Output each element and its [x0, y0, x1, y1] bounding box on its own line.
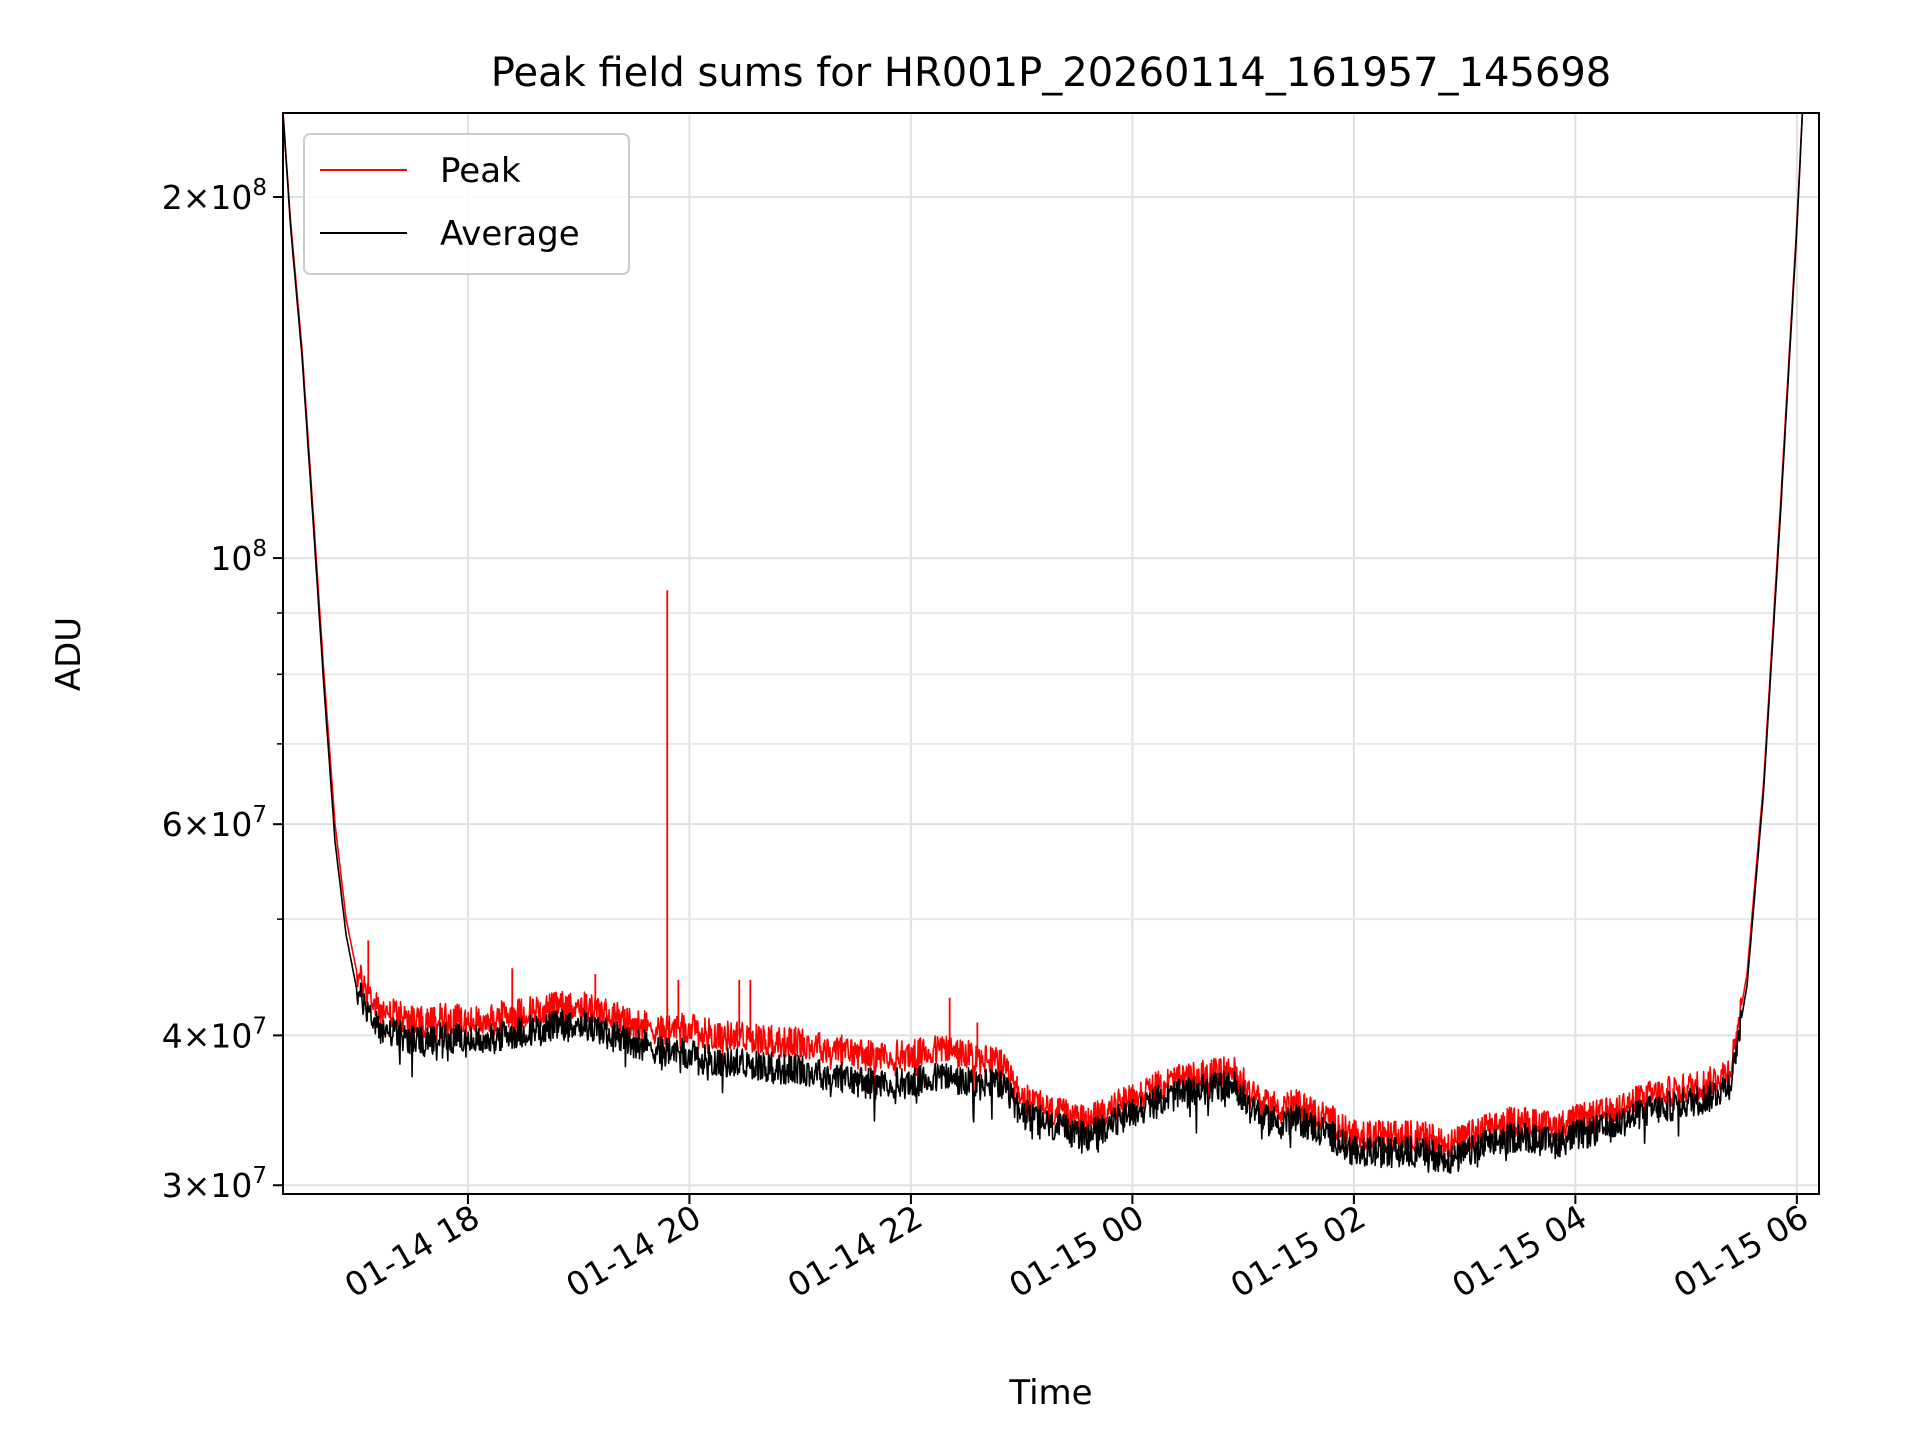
series-line-average	[283, 113, 1804, 1174]
x-tick-label: 01-15 00	[1002, 1197, 1150, 1305]
legend: Peak Average	[303, 133, 630, 275]
plot-frame	[282, 112, 1820, 1195]
x-tick-label: 01-15 02	[1224, 1197, 1372, 1305]
y-tick-label: 4×107	[162, 1013, 267, 1055]
y-tick-label: 108	[210, 536, 267, 578]
series-line-peak	[283, 113, 1804, 1158]
x-tick-label: 01-15 06	[1667, 1197, 1815, 1305]
x-tick-label: 01-15 04	[1445, 1197, 1593, 1305]
x-tick-label: 01-14 18	[338, 1197, 486, 1305]
legend-label-average: Average	[440, 214, 580, 254]
y-axis-label: ADU	[49, 617, 89, 691]
y-tick-label: 2×108	[162, 175, 267, 217]
x-tick-label: 01-14 22	[781, 1197, 929, 1305]
y-tick-label: 6×107	[162, 802, 267, 844]
chart-title: Peak field sums for HR001P_20260114_1619…	[491, 50, 1611, 96]
tick-layer: 01-14 18 01-14 20 01-14 22 01-15 00 01-15 02…	[162, 175, 1815, 1305]
series-layer	[283, 113, 1804, 1174]
legend-label-peak: Peak	[440, 151, 521, 191]
x-tick-label: 01-14 20	[559, 1197, 707, 1305]
y-tick-label: 3×107	[162, 1163, 267, 1205]
x-axis-label: Time	[1008, 1373, 1092, 1413]
